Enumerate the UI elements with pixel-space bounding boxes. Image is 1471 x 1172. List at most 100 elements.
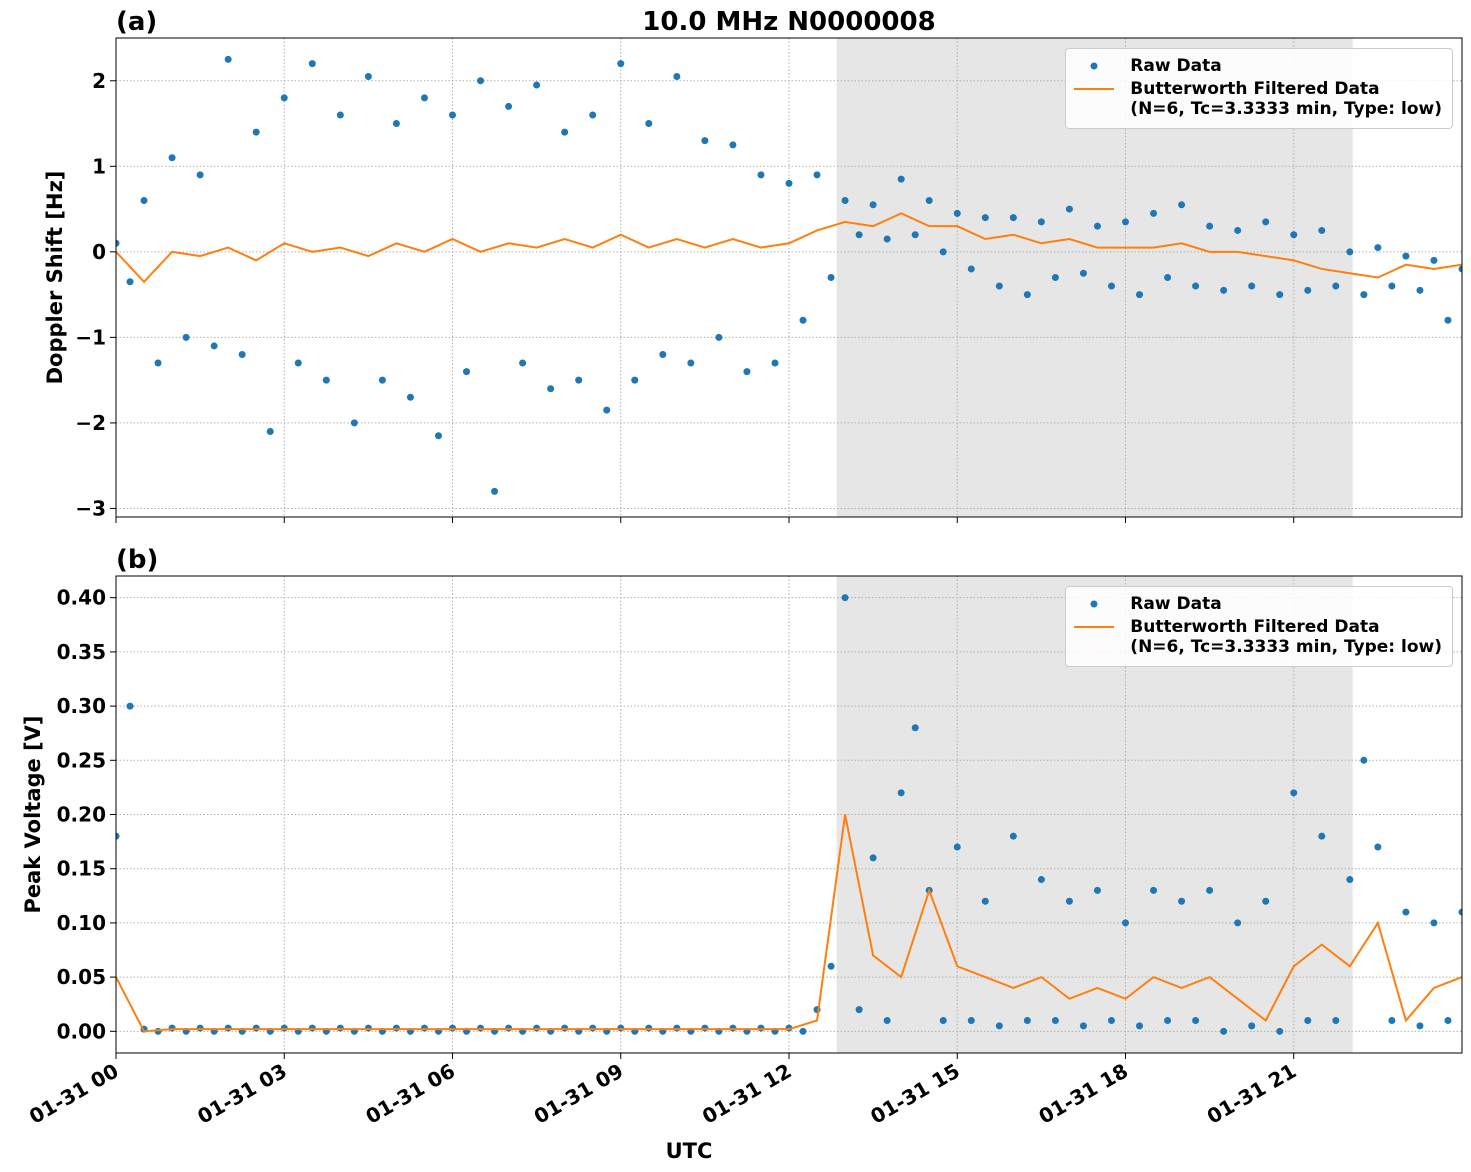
raw-point xyxy=(140,197,148,205)
raw-point xyxy=(1248,1022,1256,1030)
raw-point xyxy=(280,1024,288,1032)
y-tick-label: 0.00 xyxy=(57,1019,106,1043)
raw-point xyxy=(1220,286,1228,294)
raw-point xyxy=(1290,231,1298,239)
raw-point xyxy=(841,197,849,205)
y-tick-label: 0.40 xyxy=(57,586,106,610)
raw-point xyxy=(308,1024,316,1032)
raw-point xyxy=(434,432,442,440)
raw-point xyxy=(1318,832,1326,840)
raw-point xyxy=(1136,291,1144,299)
raw-point xyxy=(1262,218,1270,226)
raw-point xyxy=(869,201,877,209)
raw-point xyxy=(420,1024,428,1032)
raw-point xyxy=(883,1016,891,1024)
y-tick-label: −3 xyxy=(75,496,106,520)
raw-point xyxy=(967,1016,975,1024)
plot-frame xyxy=(115,575,1463,1054)
raw-point xyxy=(1037,218,1045,226)
chart-title: 10.0 MHz N0000008 xyxy=(642,7,935,37)
x-tick-label: 01-31 06 xyxy=(361,1059,459,1129)
raw-point xyxy=(1458,908,1462,916)
raw-point xyxy=(883,235,891,243)
raw-point xyxy=(1023,291,1031,299)
raw-point xyxy=(1388,282,1396,290)
raw-point xyxy=(1079,1022,1087,1030)
raw-point xyxy=(308,60,316,68)
raw-point xyxy=(729,141,737,149)
raw-point xyxy=(1402,908,1410,916)
raw-point xyxy=(869,854,877,862)
raw-point xyxy=(491,487,499,495)
raw-point xyxy=(1388,1016,1396,1024)
legend: Raw Data Butterworth Filtered Data (N=6, … xyxy=(1065,48,1453,129)
legend-dot xyxy=(1090,600,1098,608)
legend-swatch xyxy=(1072,56,1116,76)
raw-point xyxy=(1360,756,1368,764)
raw-point xyxy=(1093,886,1101,894)
raw-point xyxy=(673,1024,681,1032)
raw-point xyxy=(477,1024,485,1032)
raw-point xyxy=(1304,1016,1312,1024)
raw-point xyxy=(645,1024,653,1032)
raw-point xyxy=(715,333,723,341)
raw-point xyxy=(939,1016,947,1024)
raw-point xyxy=(1093,222,1101,230)
raw-point xyxy=(645,120,653,128)
raw-point xyxy=(995,1022,1003,1030)
raw-point xyxy=(1318,226,1326,234)
legend-swatch xyxy=(1072,617,1116,637)
raw-point xyxy=(701,137,709,145)
legend-label: Butterworth Filtered Data (N=6, Tc=3.333… xyxy=(1130,617,1442,657)
raw-point xyxy=(463,368,471,376)
raw-point xyxy=(224,55,232,63)
raw-point xyxy=(1444,1016,1452,1024)
raw-point xyxy=(1023,1016,1031,1024)
raw-point xyxy=(1206,886,1214,894)
legend-marker xyxy=(1090,62,1098,70)
y-tick-label: −1 xyxy=(75,325,106,349)
x-axis-label: UTC xyxy=(666,1139,713,1163)
raw-point xyxy=(519,359,527,367)
raw-point xyxy=(154,359,162,367)
raw-point xyxy=(294,359,302,367)
raw-point xyxy=(827,274,835,281)
raw-point xyxy=(841,594,849,602)
raw-point xyxy=(1234,226,1242,234)
raw-point xyxy=(659,350,667,358)
x-tick-label: 01-31 09 xyxy=(530,1059,628,1129)
raw-point xyxy=(1107,1016,1115,1024)
plot-frame xyxy=(115,37,1463,518)
raw-point xyxy=(1248,282,1256,290)
raw-point xyxy=(116,239,120,247)
x-tick-label: 01-31 15 xyxy=(866,1059,964,1129)
raw-point xyxy=(1009,214,1017,222)
raw-point xyxy=(1164,1016,1172,1024)
raw-point xyxy=(1192,1016,1200,1024)
raw-point xyxy=(1416,1022,1424,1030)
raw-point xyxy=(925,197,933,205)
raw-point xyxy=(392,1024,400,1032)
raw-point xyxy=(533,1024,541,1032)
raw-point xyxy=(1276,291,1284,299)
raw-point xyxy=(687,359,695,367)
raw-point xyxy=(252,128,260,136)
raw-point xyxy=(1178,201,1186,209)
raw-point xyxy=(182,333,190,341)
raw-point xyxy=(701,1024,709,1032)
raw-point xyxy=(1220,1027,1228,1035)
raw-point xyxy=(547,385,555,393)
raw-point xyxy=(1065,897,1073,905)
raw-point xyxy=(364,1024,372,1032)
raw-point xyxy=(1051,274,1059,281)
raw-point xyxy=(1178,897,1186,905)
raw-point xyxy=(911,231,919,239)
legend-marker xyxy=(1074,626,1115,628)
raw-point xyxy=(1009,832,1017,840)
raw-point xyxy=(238,350,246,358)
raw-point xyxy=(1276,1027,1284,1035)
raw-point xyxy=(1107,282,1115,290)
raw-point xyxy=(168,1024,176,1032)
raw-point xyxy=(449,111,456,119)
raw-point xyxy=(1192,282,1200,290)
